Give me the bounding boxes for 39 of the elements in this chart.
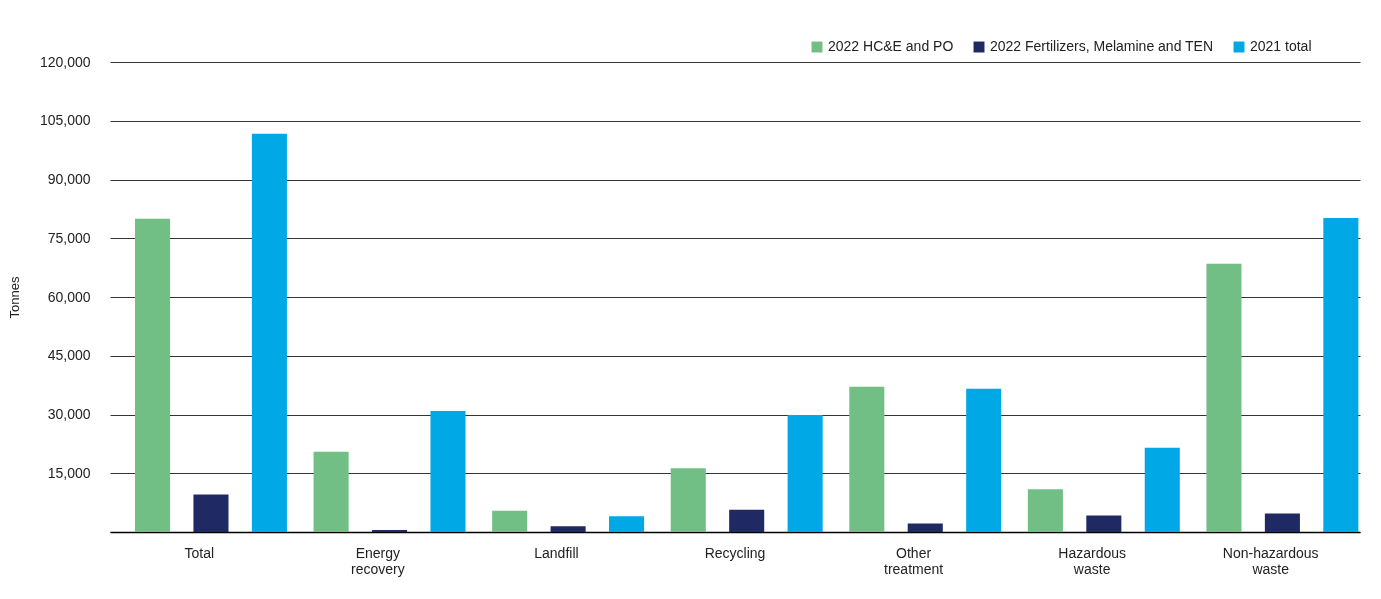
legend-label: 2021 total	[1250, 38, 1312, 54]
bar	[849, 386, 885, 532]
y-tick-label: 120,000	[39, 53, 91, 70]
y-tick-label: 105,000	[39, 112, 91, 129]
bar	[1206, 263, 1242, 532]
bar	[787, 414, 823, 532]
bar	[609, 516, 645, 532]
bar	[430, 410, 466, 532]
bar	[550, 526, 586, 532]
legend-label: 2022 HC&E and PO	[828, 38, 954, 54]
x-tick-label: Hazardous waste	[1058, 544, 1126, 577]
y-tick-label: 60,000	[47, 288, 91, 305]
bar	[670, 468, 706, 532]
bar	[1086, 515, 1122, 532]
bar	[907, 523, 943, 532]
x-tick-label: Other treatment	[884, 544, 944, 577]
y-tick-label: 90,000	[47, 171, 91, 187]
x-tick-label: Energy recovery	[351, 544, 405, 577]
bar	[193, 494, 229, 532]
bar	[492, 510, 528, 532]
x-tick-label: Landfill	[534, 544, 579, 561]
y-tick-label: 15,000	[47, 464, 91, 481]
bar	[251, 133, 287, 532]
bar	[1144, 447, 1180, 532]
x-tick-label: Recycling	[704, 544, 766, 561]
bar	[313, 451, 349, 532]
x-tick-label: Total	[184, 544, 215, 561]
legend-label: 2022 Fertilizers, Melamine and TEN	[990, 38, 1214, 54]
y-tick-label: 45,000	[47, 347, 91, 364]
bar	[1323, 217, 1359, 532]
x-tick-label: Non-hazardous waste	[1222, 544, 1319, 577]
bar	[1027, 489, 1063, 532]
y-axis-title: Tonnes	[6, 276, 22, 319]
y-tick-label: 75,000	[47, 229, 91, 246]
bar	[135, 218, 171, 532]
bar	[729, 509, 765, 532]
bar	[966, 388, 1002, 532]
y-tick-label: 30,000	[47, 406, 91, 422]
bar	[1264, 513, 1300, 532]
